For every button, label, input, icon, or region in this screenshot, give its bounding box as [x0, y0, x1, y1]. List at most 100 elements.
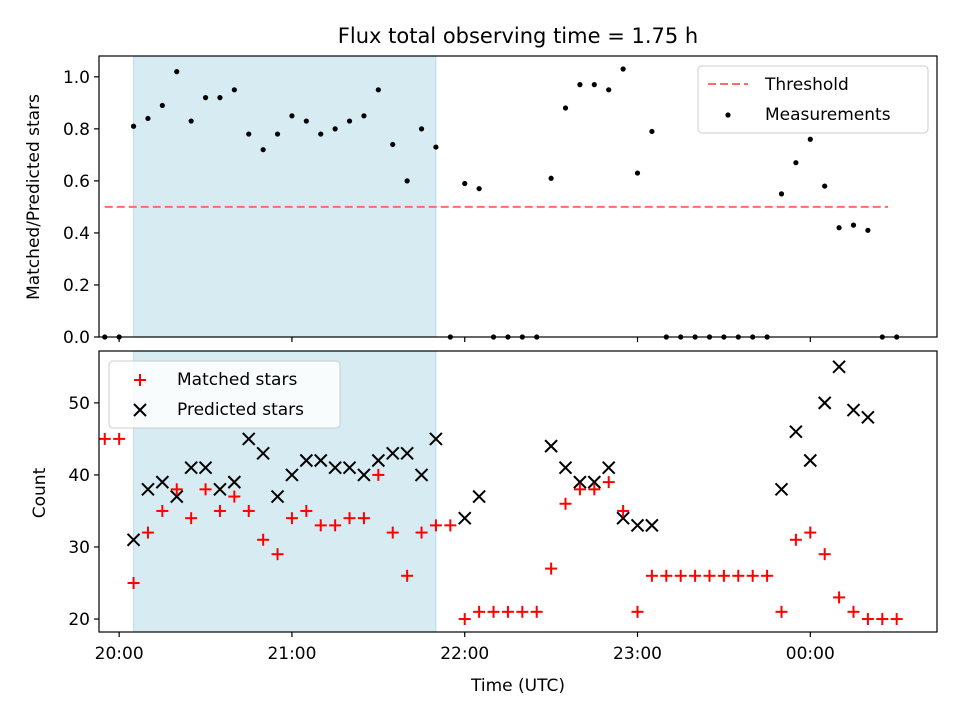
- measurement-point: [433, 144, 439, 150]
- predicted-star-point: [256, 446, 270, 461]
- matched-star-point: [401, 569, 414, 582]
- measurement-point: [606, 87, 612, 93]
- predicted-star-point: [328, 461, 342, 475]
- measurement-point: [246, 131, 252, 137]
- measurement-point: [591, 82, 597, 88]
- measurement-point: [778, 191, 785, 197]
- bottom-panel: 20 30 40 50 20:00 21:00 22:00 23:00 00:00 Count…: [30, 350, 938, 696]
- y-tick-label: 20: [68, 610, 90, 630]
- chart-title: Flux total observing time = 1.75 h: [338, 24, 698, 48]
- measurement-point: [865, 227, 871, 233]
- predicted-star-point: [803, 453, 817, 468]
- x-axis-label: Time (UTC): [470, 676, 565, 696]
- matched-star-point: [890, 613, 903, 626]
- matched-star-point: [372, 468, 385, 481]
- matched-star-point: [631, 605, 644, 618]
- matched-star-point: [473, 605, 486, 618]
- predicted-star-point: [270, 489, 285, 504]
- predicted-star-point: [832, 360, 846, 374]
- predicted-star-point: [789, 424, 803, 439]
- x-tick-label: 20:00: [95, 644, 144, 664]
- matched-star-point: [761, 569, 774, 582]
- matched-star-point: [487, 605, 500, 618]
- measurement-point: [850, 222, 857, 228]
- matched-star-point: [789, 533, 802, 546]
- matched-star-point: [113, 432, 126, 445]
- measurement-point: [807, 136, 813, 142]
- matched-star-point: [415, 526, 428, 539]
- matched-star-point: [98, 432, 111, 445]
- legend-threshold-label: Threshold: [764, 75, 849, 95]
- predicted-star-point: [616, 511, 630, 525]
- measurement-point: [404, 178, 410, 184]
- predicted-star-point: [630, 518, 645, 533]
- legend-measurements-swatch: [725, 112, 731, 118]
- measurement-point: [620, 66, 626, 72]
- predicted-star-point: [472, 489, 486, 504]
- matched-star-point: [732, 569, 745, 582]
- x-tick-label: 00:00: [786, 644, 835, 664]
- matched-star-point: [444, 519, 457, 532]
- predicted-star-point: [371, 453, 386, 468]
- matched-star-point: [285, 512, 298, 525]
- x-tick-label: 23:00: [613, 644, 662, 664]
- top-legend: Threshold Measurements: [697, 65, 929, 134]
- predicted-star-point: [198, 461, 213, 475]
- matched-star-point: [588, 483, 601, 496]
- measurement-point: [548, 175, 554, 181]
- matched-star-point: [343, 512, 356, 525]
- matched-star-point: [357, 512, 370, 525]
- predicted-star-point: [342, 461, 357, 475]
- matched-star-point: [300, 504, 313, 517]
- matched-star-point: [156, 504, 169, 517]
- measurement-point: [130, 123, 137, 129]
- measurement-point: [562, 105, 569, 111]
- matched-star-point: [329, 519, 342, 532]
- measurement-point: [418, 126, 425, 132]
- top-y-axis-label: Matched/Predicted stars: [24, 94, 44, 300]
- predicted-stars-points: [126, 360, 875, 547]
- predicted-star-point: [213, 482, 227, 497]
- measurement-point: [836, 225, 842, 231]
- predicted-star-point: [429, 432, 443, 446]
- measurement-point: [159, 102, 165, 109]
- bottom-legend: Matched stars Predicted stars: [108, 360, 341, 429]
- measurement-point: [375, 87, 381, 93]
- bottom-x-axis-ticks: 20:00 21:00 22:00 23:00 00:00: [95, 632, 835, 664]
- matched-star-point: [818, 548, 831, 561]
- bottom-y-axis-label: Count: [30, 467, 50, 518]
- predicted-star-point: [817, 396, 832, 410]
- x-tick-label: 22:00: [440, 644, 489, 664]
- measurement-point: [303, 118, 309, 124]
- y-tick-label: 30: [68, 538, 90, 558]
- measurement-point: [577, 82, 583, 88]
- matched-star-point: [689, 569, 702, 582]
- matched-star-point: [516, 605, 529, 618]
- measurement-point: [202, 95, 209, 101]
- legend-predicted-swatch: [133, 403, 147, 417]
- predicted-star-point: [400, 446, 414, 461]
- matched-star-point: [602, 476, 615, 489]
- matched-star-point: [228, 490, 241, 503]
- matched-star-point: [847, 605, 860, 618]
- measurement-point: [318, 131, 324, 137]
- measurement-point: [346, 118, 353, 124]
- bottom-panel-frame: [98, 350, 938, 633]
- matched-star-point: [314, 519, 327, 532]
- matched-star-point: [271, 548, 284, 561]
- predicted-star-point: [544, 439, 558, 453]
- matched-star-point: [501, 605, 514, 618]
- matched-stars-points: [98, 432, 903, 626]
- predicted-star-point: [458, 511, 472, 525]
- predicted-star-point: [846, 403, 861, 417]
- matched-star-point: [861, 613, 874, 626]
- measurement-point: [361, 113, 367, 119]
- y-tick-label: 0.4: [63, 224, 90, 244]
- measurement-point: [476, 186, 482, 192]
- legend-matched-label: Matched stars: [177, 370, 297, 390]
- measurement-points: [102, 66, 900, 340]
- predicted-star-point: [645, 518, 659, 533]
- matched-star-point: [213, 504, 226, 517]
- predicted-star-point: [170, 489, 184, 504]
- y-tick-label: 0.8: [63, 120, 90, 140]
